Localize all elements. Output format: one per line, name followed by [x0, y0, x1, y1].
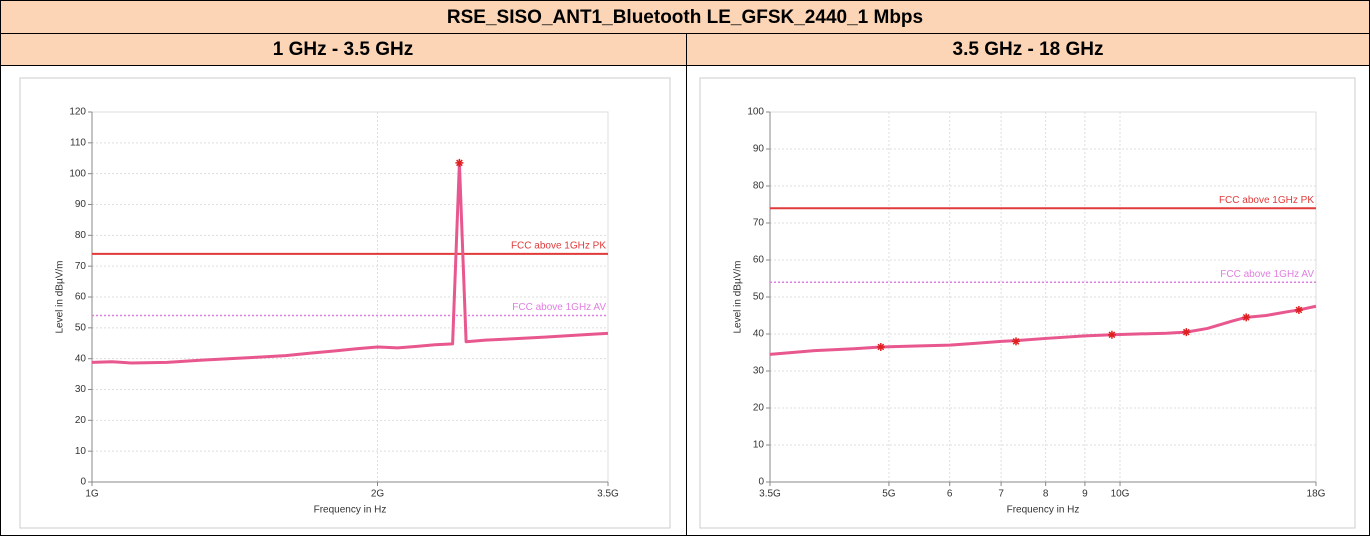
peak-marker [1107, 330, 1116, 339]
column-header: 3.5 GHz - 18 GHz [953, 39, 1104, 60]
y-axis-label: Level in dBµV/m [55, 260, 66, 333]
y-tick-label: 40 [753, 329, 765, 340]
y-tick-label: 50 [753, 292, 765, 303]
y-tick-label: 30 [753, 366, 765, 377]
x-tick-label: 5G [882, 489, 896, 500]
y-tick-label: 70 [753, 218, 765, 229]
y-tick-label: 120 [69, 107, 86, 118]
y-tick-label: 0 [758, 477, 764, 488]
limit-label: FCC above 1GHz PK [1219, 195, 1314, 206]
y-tick-label: 70 [75, 261, 87, 272]
y-tick-label: 80 [753, 181, 765, 192]
peak-marker [1294, 305, 1303, 314]
x-tick-label: 10G [1111, 489, 1130, 500]
x-tick-label: 3.5G [759, 489, 781, 500]
y-tick-label: 30 [75, 384, 87, 395]
limit-label: FCC above 1GHz PK [511, 240, 606, 251]
y-tick-label: 90 [75, 199, 87, 210]
y-tick-label: 50 [75, 322, 87, 333]
y-axis-label: Level in dBµV/m [733, 260, 744, 333]
table-title: RSE_SISO_ANT1_Bluetooth LE_GFSK_2440_1 M… [447, 7, 923, 28]
peak-marker [1012, 337, 1021, 346]
trace [769, 304, 1317, 356]
y-tick-label: 60 [753, 255, 765, 266]
y-tick-label: 10 [753, 440, 765, 451]
x-axis-label: Frequency in Hz [314, 505, 387, 516]
x-tick-label: 3.5G [597, 489, 619, 500]
y-tick-label: 100 [747, 107, 764, 118]
y-tick-label: 90 [753, 144, 765, 155]
column-header: 1 GHz - 3.5 GHz [273, 39, 413, 60]
x-tick-label: 6 [947, 489, 953, 500]
y-tick-label: 60 [75, 292, 87, 303]
x-tick-label: 2G [371, 489, 385, 500]
chart-frame [19, 77, 671, 529]
y-tick-label: 0 [80, 477, 86, 488]
limit-label: FCC above 1GHz AV [1220, 269, 1314, 280]
limit-label: FCC above 1GHz AV [512, 302, 606, 313]
peak-marker [1242, 313, 1251, 322]
peak-marker [876, 342, 885, 351]
x-tick-label: 9 [1082, 489, 1088, 500]
chart-frame [699, 77, 1356, 529]
y-tick-label: 20 [75, 415, 87, 426]
y-tick-label: 20 [753, 403, 765, 414]
y-tick-label: 100 [69, 168, 86, 179]
y-tick-label: 80 [75, 230, 87, 241]
title-row [0, 0, 1370, 34]
peak-marker [455, 158, 464, 167]
x-axis-label: Frequency in Hz [1007, 505, 1080, 516]
y-tick-label: 10 [75, 446, 87, 457]
y-tick-label: 110 [70, 137, 86, 148]
x-tick-label: 1G [85, 489, 99, 500]
peak-marker [1182, 328, 1191, 337]
x-tick-label: 18G [1307, 489, 1326, 500]
y-tick-label: 40 [75, 353, 87, 364]
x-tick-label: 7 [998, 489, 1004, 500]
trace [91, 161, 609, 365]
x-tick-label: 8 [1043, 489, 1049, 500]
header-row [0, 33, 1370, 66]
